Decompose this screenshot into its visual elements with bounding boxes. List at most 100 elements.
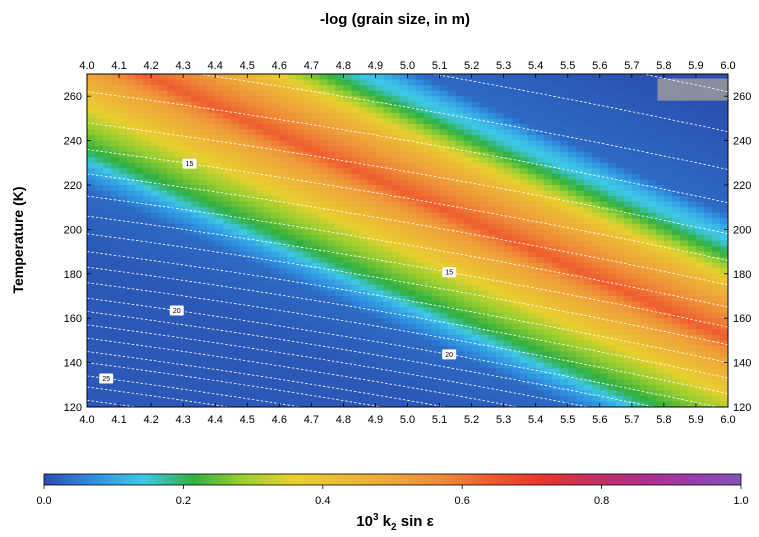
heatmap-cell [143,190,152,197]
heatmap-cell [439,135,449,142]
heatmap-cell [127,362,136,369]
heatmap-cell [719,390,728,397]
heatmap-cell [407,123,417,131]
heatmap-cell [215,351,224,358]
heatmap-cell [183,368,192,375]
heatmap-cell [415,257,425,264]
heatmap-cell [519,373,529,380]
heatmap-cell [471,196,481,203]
heatmap-cell [215,107,224,114]
heatmap-cell [287,96,296,103]
heatmap-cell [711,223,721,230]
heatmap-cell [223,323,232,330]
heatmap-cell [527,246,537,253]
heatmap-cell [111,123,120,131]
heatmap-cell [263,318,272,325]
heatmap-cell [391,279,401,286]
heatmap-cell [95,146,104,153]
heatmap-cell [599,384,609,391]
heatmap-cell [247,351,256,358]
heatmap-cell [607,318,617,325]
heatmap-cell [511,179,521,186]
heatmap-cell [287,118,296,125]
heatmap-cell [279,101,288,108]
heatmap-cell [423,151,433,158]
heatmap-cell [199,379,208,386]
heatmap-cell [567,157,577,164]
heatmap-cell [199,118,208,125]
heatmap-cell [495,384,505,391]
heatmap-cell [647,173,657,181]
heatmap-cell [271,357,280,364]
heatmap-cell [327,240,336,247]
heatmap-cell [351,318,361,325]
heatmap-cell [287,268,296,275]
heatmap-cell [375,284,385,292]
heatmap-cell [527,301,537,308]
heatmap-cell [455,207,465,214]
heatmap-cell [359,251,369,258]
heatmap-cell [279,246,288,253]
heatmap-cell [343,157,353,164]
heatmap-cell [567,323,577,330]
heatmap-cell [199,107,208,114]
heatmap-cell [695,290,705,297]
heatmap-cell [111,240,120,247]
heatmap-cell [583,146,593,153]
heatmap-cell [671,357,681,364]
heatmap-cell [391,351,401,358]
heatmap-cell [343,362,353,369]
heatmap-cell [631,362,641,369]
heatmap-cell [87,90,96,97]
heatmap-cell [687,207,697,214]
heatmap-cell [263,301,272,308]
heatmap-cell [663,190,673,197]
heatmap-cell [263,168,272,175]
heatmap-cell [607,173,617,181]
heatmap-cell [231,173,240,181]
heatmap-cell [527,395,537,403]
heatmap-cell [655,323,665,330]
heatmap-cell [679,395,689,403]
heatmap-cell [303,229,312,236]
heatmap-cell [207,395,216,403]
heatmap-cell [375,146,385,153]
heatmap-cell [119,190,128,197]
heatmap-cell [247,223,256,230]
heatmap-cell [391,185,401,192]
x-tick-label-top: 5.3 [496,60,511,72]
heatmap-cell [407,279,417,286]
heatmap-cell [215,318,224,325]
heatmap-cell [423,96,433,103]
heatmap-cell [383,323,393,330]
heatmap-cell [303,390,312,397]
heatmap-cell [559,301,569,308]
heatmap-cell [103,190,112,197]
heatmap-cell [671,384,681,391]
heatmap-cell [415,329,425,336]
heatmap-cell [375,290,385,297]
heatmap-cell [159,379,168,386]
heatmap-cell [295,79,304,86]
heatmap-cell [607,251,617,258]
heatmap-cell [343,251,353,258]
heatmap-cell [575,401,585,407]
heatmap-cell [335,329,344,336]
heatmap-cell [455,179,465,186]
heatmap-cell [287,290,296,297]
heatmap-cell [631,229,641,236]
heatmap-cell [719,395,728,403]
heatmap-cell [479,301,489,308]
heatmap-cell [191,379,200,386]
heatmap-cell [87,318,96,325]
heatmap-cell [351,262,361,269]
heatmap-cell [655,373,665,380]
heatmap-cell [383,190,393,197]
heatmap-cell [103,368,112,375]
heatmap-cell [391,157,401,164]
heatmap-cell [415,234,425,242]
heatmap-cell [647,384,657,391]
heatmap-cell [367,157,377,164]
heatmap-cell [527,151,537,158]
heatmap-cell [295,146,304,153]
